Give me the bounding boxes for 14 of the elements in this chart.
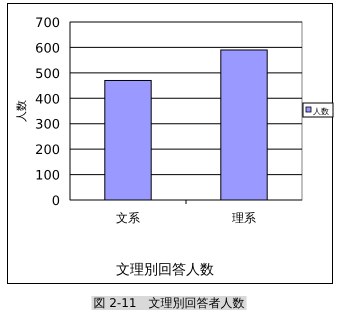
y-tick-label: 600 xyxy=(35,41,60,56)
text: 文理別回答人数 xyxy=(116,262,214,278)
y-tick-label: 700 xyxy=(35,16,60,31)
y-tick-label: 400 xyxy=(35,92,60,108)
y-tick-label: 200 xyxy=(35,143,60,158)
caption: 図 2-11 文理別回答者人数 xyxy=(93,296,245,310)
legend-label: 人数 xyxy=(313,107,329,116)
x-tick-label: 理系 xyxy=(232,211,256,225)
y-tick-label: 0 xyxy=(52,194,60,209)
y-tick-label: 300 xyxy=(35,118,60,133)
y-axis-title: 人数 xyxy=(15,100,28,122)
x-tick-label: 文系 xyxy=(116,211,140,225)
y-tick-label: 500 xyxy=(35,66,60,82)
y-tick-label: 100 xyxy=(35,168,60,184)
